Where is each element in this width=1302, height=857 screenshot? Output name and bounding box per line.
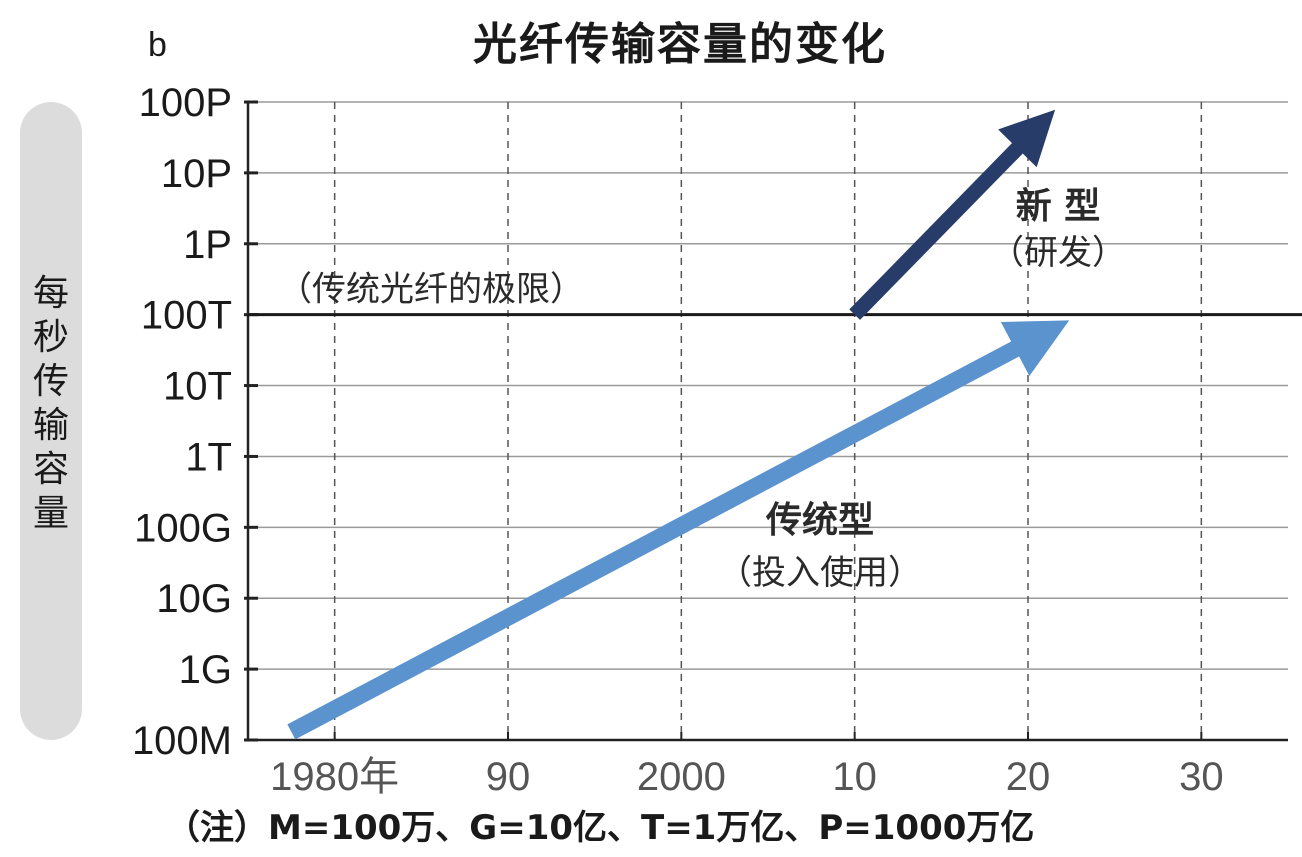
chart-title: 光纤传输容量的变化 [473, 19, 887, 70]
x-tick-label: 10 [832, 755, 877, 799]
y-tick-label: 100T [141, 294, 232, 338]
series-sublabel: （研发） [990, 233, 1126, 273]
y-axis-label-background [20, 102, 82, 740]
y-tick-label: 10G [156, 577, 232, 621]
y-tick-label: 100P [139, 81, 232, 125]
x-tick-label: 30 [1179, 755, 1224, 799]
x-tick-label: 2000 [637, 755, 726, 799]
limit-line-label: （传统光纤的极限） [278, 270, 584, 310]
x-tick-labels: 1980年 90 2000 10 20 30 [270, 755, 1223, 799]
y-tick-label: 100M [132, 719, 232, 763]
y-tick-label: 100G [134, 506, 232, 550]
series-name-label: 新 型 [1016, 186, 1101, 227]
footnote: （注）M=100万、G=10亿、T=1万亿、P=1000万亿 [166, 808, 1035, 848]
x-tick-label: 20 [1006, 755, 1051, 799]
x-tick-label: 1980年 [270, 755, 399, 799]
y-tick-label: 10T [163, 365, 232, 409]
series-name-label: 传统型 [765, 500, 874, 541]
y-tick-label: 1T [185, 435, 232, 479]
unit-label: b [148, 26, 167, 64]
y-tick-label: 10P [161, 152, 232, 196]
limit-line-group: （传统光纤的极限） [248, 270, 1302, 317]
y-tick-label: 1P [183, 223, 232, 267]
x-tick-label: 90 [486, 755, 531, 799]
series-labels: 传统型 （投入使用） 新 型 （研发） [718, 186, 1126, 593]
series-arrow-1 [849, 109, 1056, 320]
y-axis-label: 每秒传输容量 [32, 273, 69, 534]
y-tick-label: 1G [179, 648, 232, 692]
grid [246, 101, 1288, 742]
series-arrow-0 [287, 320, 1070, 740]
series-sublabel: （投入使用） [718, 553, 922, 593]
series-group [287, 109, 1070, 740]
y-tick-labels: 100M 1G 10G 100G 1T 10T 100T 1P 10P 100P [132, 81, 232, 763]
